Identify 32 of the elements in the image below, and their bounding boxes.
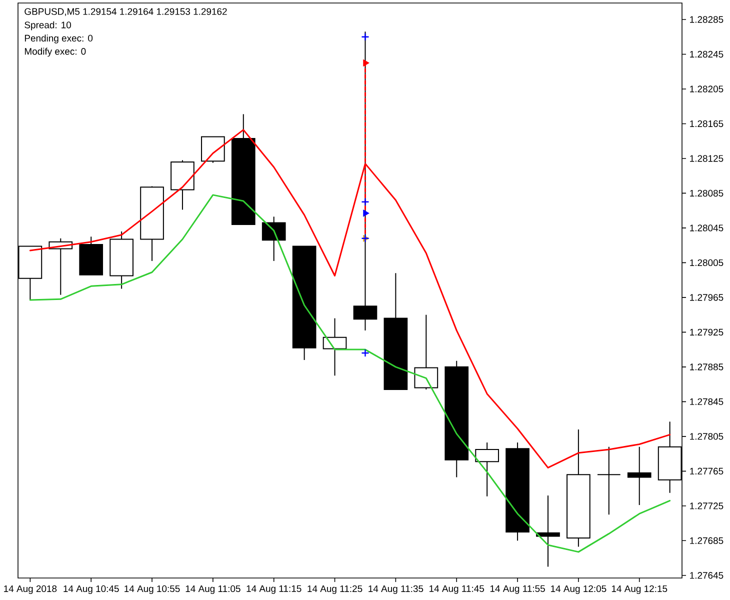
y-tick-label: 1.28005: [690, 259, 724, 266]
y-tick-label: 1.28125: [690, 155, 724, 162]
x-tick-label: 14 Aug 11:55: [490, 585, 545, 594]
x-tick-label: 14 Aug 11:35: [368, 585, 424, 594]
y-tick-label: 1.28285: [690, 16, 724, 23]
y-tick-label: 1.28085: [690, 190, 724, 197]
y-tick-label: 1.27765: [690, 468, 724, 475]
x-tick-label: 14 Aug 11:15: [246, 585, 302, 594]
annotation: Pending exec: 0: [24, 34, 93, 44]
x-tick-label: 14 Aug 12:15: [612, 585, 668, 594]
y-tick-label: 1.27885: [690, 364, 724, 370]
x-tick-label: 14 Aug 12:05: [551, 585, 606, 594]
y-tick-label: 1.27965: [690, 294, 724, 301]
y-tick-label: 1.27925: [690, 328, 724, 336]
y-tick-label: 1.28045: [690, 224, 724, 232]
x-tick-label: 14 Aug 10:55: [124, 585, 180, 594]
annotation: Spread: 10: [24, 21, 71, 30]
y-tick-label: 1.28245: [690, 50, 724, 58]
chart-title: GBPUSD,M5 1.29154 1.29164 1.29153 1.29162: [24, 8, 227, 16]
x-tick-label: 14 Aug 11:25: [308, 585, 362, 594]
y-tick-label: 1.28165: [690, 120, 724, 128]
y-tick-label: 1.27845: [690, 398, 724, 406]
y-tick-label: 1.28205: [690, 86, 724, 92]
annotation: Modify exec: 0: [24, 48, 86, 57]
x-tick-label: 14 Aug 10:45: [64, 585, 119, 594]
y-tick-label: 1.27645: [690, 572, 724, 579]
x-tick-label: 14 Aug 11:05: [186, 585, 240, 594]
y-tick-label: 1.27685: [690, 537, 724, 544]
x-tick-label: 14 Aug 11:45: [430, 585, 484, 594]
y-tick-label: 1.27805: [690, 433, 724, 440]
x-tick-label: 14 Aug 2018: [4, 585, 57, 594]
y-tick-label: 1.27725: [690, 502, 724, 510]
